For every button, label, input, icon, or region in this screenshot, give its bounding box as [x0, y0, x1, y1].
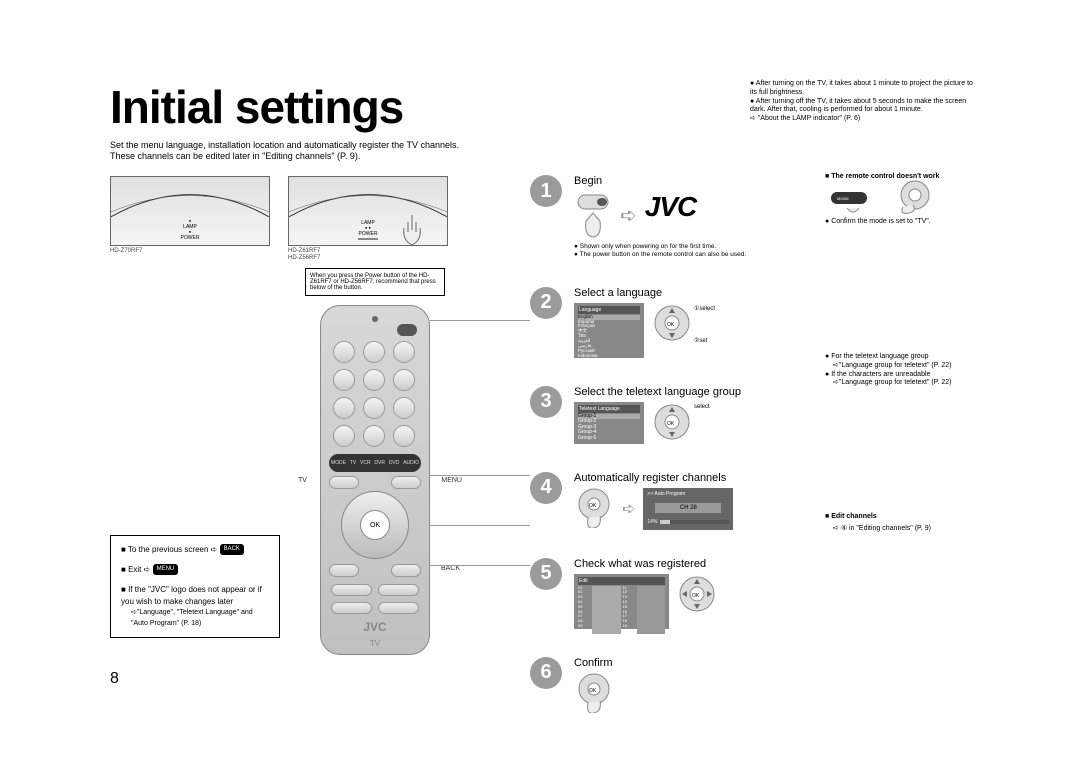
number-pad — [333, 341, 417, 447]
step1-right-note: The remote control doesn't work MODE ● C… — [825, 173, 975, 227]
step-5: 5 Check what was registered Edit 0102030… — [530, 558, 980, 629]
side-label-menu: MENU — [441, 477, 462, 484]
connector-line — [430, 565, 530, 566]
teletext-screen: Teletext Language Group-1 Group-2 Group-… — [574, 402, 644, 444]
dpad-icon: OK — [677, 574, 717, 614]
tv-callout: When you press the Power button of the H… — [305, 268, 445, 296]
remote-control: MODE TV VCR DVR DVD AUDIO OK JVC TV — [320, 305, 430, 655]
step-number: 1 — [530, 175, 562, 207]
auto-program-screen: >> Auto Program CH 28 14% — [643, 488, 733, 530]
mode-slider: MODE TV VCR DVR DVD AUDIO — [329, 454, 421, 472]
hand-icon — [392, 210, 432, 250]
dpad-icon: OK — [652, 402, 692, 442]
remote-tv-label: TV — [321, 639, 429, 648]
jvc-logo: JVC — [645, 191, 696, 223]
side-label-tv: TV — [298, 477, 307, 484]
tv-video-btn — [329, 476, 359, 489]
connector-line — [430, 475, 530, 476]
svg-text:MODE: MODE — [837, 196, 849, 201]
svg-text:OK: OK — [667, 322, 675, 328]
steps-column: 1 Begin ➪ JVC ● Shown only when powering… — [530, 175, 980, 713]
arrow-icon: ➪ — [622, 499, 635, 519]
set-label: ②set — [694, 337, 707, 344]
language-screen: Language English Español Français 中文 ไทย… — [574, 303, 644, 358]
step-title: Automatically register channels — [574, 472, 980, 484]
manual-page: Initial settings Set the menu language, … — [110, 80, 980, 700]
lower-buttons — [331, 584, 419, 614]
select-label: ①select — [694, 305, 715, 312]
step-2: 2 Select a language Language English Esp… — [530, 287, 980, 358]
step-number: 5 — [530, 558, 562, 590]
note-2: ● After turning off the TV, it takes abo… — [750, 98, 980, 116]
arrow-icon: ➪ — [620, 203, 637, 228]
step5-right-notes: Edit channels ➪ ④ in "Editing channels" … — [825, 513, 975, 534]
svg-text:OK: OK — [589, 688, 597, 694]
step-3: 3 Select the teletext language group Tel… — [530, 386, 980, 444]
tv-panel-right: LAMP ● ● POWER — [358, 220, 378, 241]
step-number: 4 — [530, 472, 562, 504]
svg-text:OK: OK — [667, 421, 675, 427]
bottom-note-box: To the previous screen ➪ BACK Exit ➪ MEN… — [110, 535, 280, 638]
step-title: Check what was registered — [574, 558, 980, 570]
remote-led — [372, 316, 378, 322]
dpad: OK — [341, 491, 409, 559]
select-label: select — [694, 404, 710, 410]
step-title: Confirm — [574, 657, 980, 669]
remote-brand: JVC — [321, 620, 429, 634]
ok-press-icon: OK — [574, 673, 614, 713]
ok-press-icon: OK — [574, 488, 614, 528]
top-right-notes: ● After turning on the TV, it takes abou… — [750, 80, 980, 124]
remote-btn — [333, 341, 355, 363]
ok-button: OK — [360, 510, 390, 540]
tv-model-left: ● LAMP ● POWER — [110, 176, 270, 246]
step-number: 2 — [530, 287, 562, 319]
step-6: 6 Confirm OK — [530, 657, 980, 713]
step-title: Select a language — [574, 287, 980, 299]
menu-btn — [391, 476, 421, 489]
back-pill-icon: BACK — [220, 544, 244, 555]
note-ref: ➪ "About the LAMP indicator" (P. 6) — [750, 115, 980, 124]
power-pill — [397, 324, 417, 336]
svg-text:OK: OK — [589, 503, 597, 509]
subtitle-line1: Set the menu language, installation loca… — [110, 140, 459, 150]
connector-line — [430, 525, 530, 526]
step-number: 3 — [530, 386, 562, 418]
side-label-back: BACK — [441, 565, 460, 572]
menu-pill-icon: MENU — [153, 564, 179, 575]
step-number: 6 — [530, 657, 562, 689]
page-number: 8 — [110, 670, 119, 710]
dpad-icon: OK — [652, 303, 692, 343]
step3-right-notes: ● For the teletext language group ➪"Lang… — [825, 353, 980, 388]
step1-notes: ● Shown only when powering on for the fi… — [574, 243, 980, 259]
subtitle-line2: These channels can be edited later in "E… — [110, 151, 360, 161]
remote-power-icon — [574, 191, 612, 239]
subtitle: Set the menu language, installation loca… — [110, 140, 980, 162]
connector-line — [430, 320, 530, 321]
svg-text:OK: OK — [692, 593, 700, 599]
back-btn-r — [391, 564, 421, 577]
remote-column: MODE TV VCR DVR DVD AUDIO OK JVC TV — [320, 305, 430, 655]
tv-panel-left: ● LAMP ● POWER — [181, 219, 200, 241]
edit-screen: Edit 01020304050607080910 11121314151617… — [574, 574, 669, 629]
note-1: ● After turning on the TV, it takes abou… — [750, 80, 980, 98]
back-btn-l — [329, 564, 359, 577]
